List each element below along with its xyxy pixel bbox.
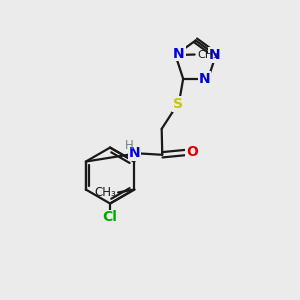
Text: O: O (186, 146, 198, 159)
Text: S: S (173, 97, 183, 111)
Text: N: N (128, 146, 140, 160)
Text: Cl: Cl (103, 210, 118, 224)
Text: N: N (199, 72, 210, 86)
Text: N: N (173, 46, 185, 61)
Text: N: N (208, 48, 220, 62)
Text: CH₃: CH₃ (197, 50, 218, 59)
Text: CH₃: CH₃ (94, 186, 116, 199)
Text: H: H (124, 140, 134, 152)
